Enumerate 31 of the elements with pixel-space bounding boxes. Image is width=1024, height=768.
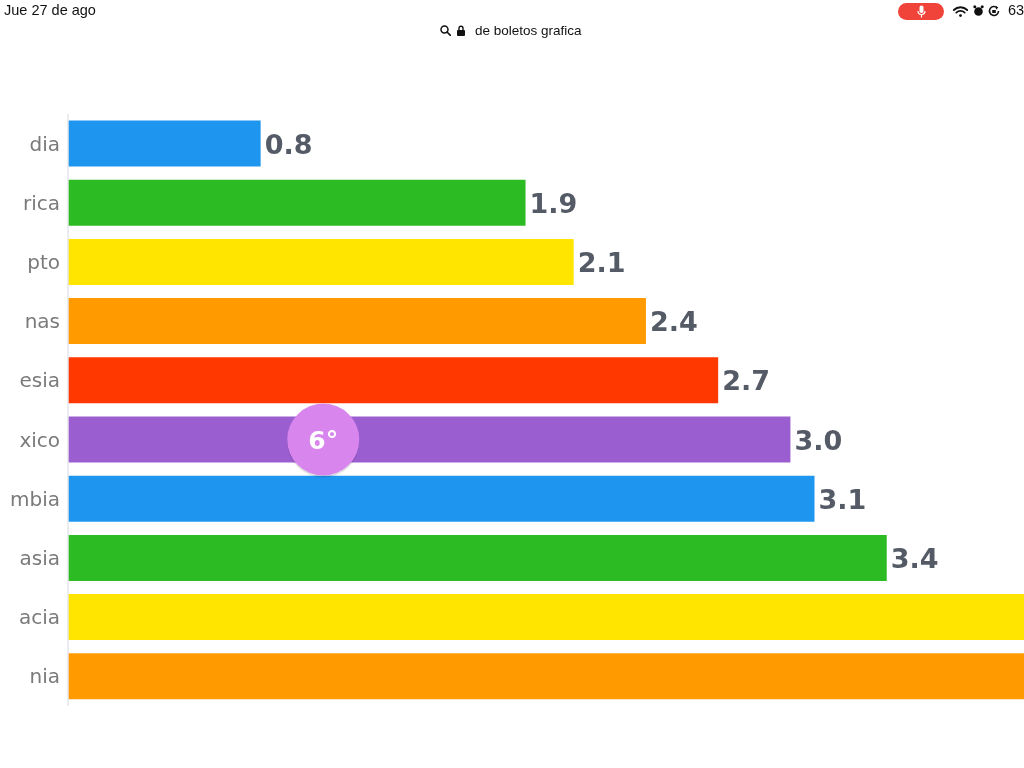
data-label: 0.8 <box>264 128 313 160</box>
y-tick-label: asia <box>19 546 60 570</box>
y-tick-label: esia <box>19 368 60 393</box>
data-label: 3.1 <box>818 483 867 515</box>
bar <box>68 653 1024 700</box>
bar <box>68 298 646 345</box>
text: 63 <box>1008 2 1024 18</box>
y-tick-label: xico <box>19 427 60 452</box>
y-tick-label: nas <box>24 309 60 334</box>
data-label: 3.0 <box>794 424 843 456</box>
text: Jue 27 de ago <box>4 2 96 18</box>
text: de boletos grafica <box>475 22 582 38</box>
y-tick-label: nia <box>29 664 60 689</box>
data-label: 2.1 <box>577 246 626 278</box>
y-tick-label: rica <box>22 190 60 215</box>
bar <box>68 534 887 581</box>
bar <box>68 594 1024 641</box>
bar <box>68 238 574 285</box>
bar <box>68 120 261 167</box>
y-tick-label: dia <box>29 131 60 156</box>
annotation: 6° <box>308 425 339 455</box>
data-label: 2.7 <box>722 364 771 396</box>
bar <box>68 179 526 226</box>
y-tick-label: mbia <box>10 486 60 511</box>
data-label: 1.9 <box>529 187 578 219</box>
y-tick-label: acia <box>18 605 60 630</box>
y-tick-label: pto <box>27 250 60 274</box>
data-label: 2.4 <box>649 305 698 337</box>
bar <box>68 475 815 522</box>
data-label: 3.4 <box>890 542 939 574</box>
bar <box>68 357 719 404</box>
